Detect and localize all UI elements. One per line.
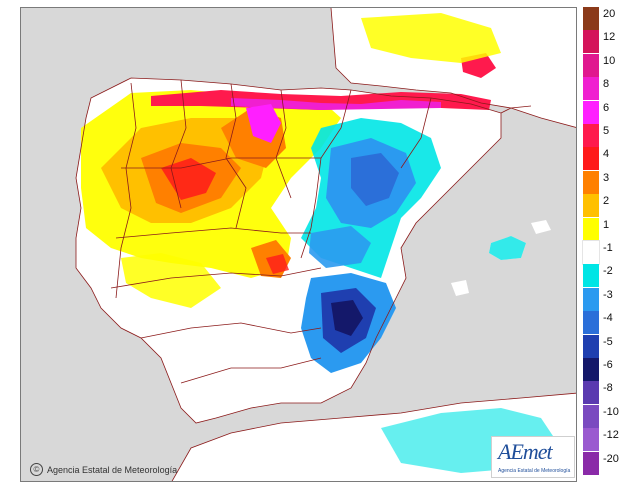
legend-swatch	[583, 124, 599, 147]
legend-swatch	[583, 7, 599, 30]
anomaly-south-hot	[266, 254, 289, 274]
logo-subtitle: Agencia Estatal de Meteorología	[498, 468, 571, 474]
legend-label: -1	[603, 242, 613, 254]
legend-swatch	[583, 77, 599, 101]
legend-swatch	[583, 287, 599, 311]
color-legend: 20 12 10 8 6 5 4 3 2 1 -1 -2 -3 -4 -5 -6 -8 -10 -12 -20	[582, 7, 627, 475]
legend-swatch	[582, 240, 600, 265]
anomaly-balearic-cool	[489, 236, 526, 260]
anomaly-france-warm	[361, 13, 501, 63]
legend-swatch	[583, 147, 599, 171]
logo-brand: AEmet	[498, 439, 553, 464]
legend-label: 5	[603, 125, 610, 137]
africa-coast	[171, 392, 576, 481]
france-border	[330, 8, 576, 128]
legend-label: 6	[603, 101, 610, 114]
legend-label: -2	[603, 265, 613, 278]
legend-swatch	[583, 334, 599, 358]
legend-label: 1	[603, 218, 610, 231]
regional-borders	[75, 77, 532, 424]
legend-swatch	[583, 451, 599, 475]
temperature-anomaly-map	[20, 7, 577, 482]
menorca-island	[531, 220, 551, 234]
legend-swatch	[583, 53, 599, 77]
legend-swatch	[583, 264, 599, 288]
legend-swatch	[583, 170, 599, 194]
copyright-notice: © Agencia Estatal de Meteorología	[30, 463, 177, 476]
copyright-icon: ©	[30, 463, 43, 476]
ibiza-island	[451, 280, 469, 296]
aemet-logo: AEmet Agencia Estatal de Meteorología	[491, 436, 575, 478]
legend-swatch	[583, 30, 599, 54]
legend-swatch	[583, 358, 599, 381]
anomaly-minus6-region	[331, 300, 363, 336]
legend-label: -6	[603, 359, 613, 371]
legend-label: 10	[603, 54, 616, 67]
legend-label: -8	[603, 382, 613, 395]
legend-swatch	[583, 404, 599, 428]
legend-label: 2	[603, 195, 610, 208]
map-canvas	[21, 8, 576, 481]
legend-label: 20	[603, 8, 616, 20]
anomaly-minus3-region	[351, 153, 399, 206]
anomaly-plus6-spot	[246, 104, 281, 143]
legend-swatch	[583, 428, 599, 452]
legend-swatch	[583, 194, 599, 218]
legend-swatch	[583, 311, 599, 335]
legend-label: -4	[603, 312, 613, 325]
legend-label: -12	[603, 429, 619, 442]
legend-swatch	[583, 381, 599, 405]
legend-label: -5	[603, 335, 613, 348]
legend-label: -3	[603, 288, 613, 301]
legend-swatch	[583, 100, 599, 124]
legend-label: -20	[603, 452, 619, 465]
copyright-text: Agencia Estatal de Meteorología	[47, 464, 178, 475]
legend-label: 4	[603, 148, 610, 161]
anomaly-valencia-cold	[309, 226, 371, 268]
legend-swatch	[583, 217, 599, 241]
legend-label: 8	[603, 78, 610, 91]
legend-label: 3	[603, 171, 610, 184]
anomaly-plus4-region	[161, 158, 216, 200]
legend-label: 12	[603, 31, 616, 44]
anomaly-central-warm	[121, 253, 221, 308]
legend-label: -10	[603, 405, 619, 418]
